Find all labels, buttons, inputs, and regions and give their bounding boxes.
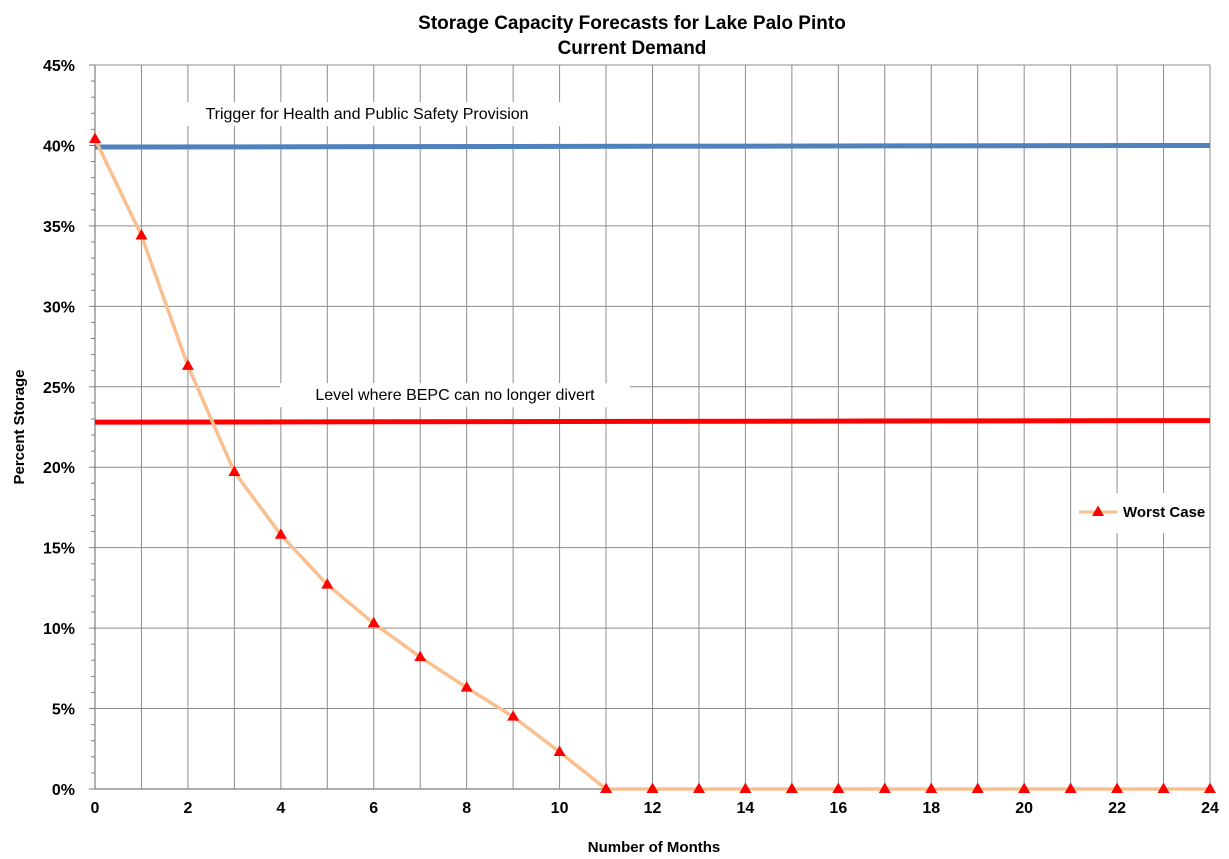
y-axis-ticks: 0% 5% 10% 15% 20% 25% 30% 35% 40% 45% <box>43 58 75 799</box>
data-point-marker <box>878 782 891 793</box>
data-point-marker <box>1157 782 1170 793</box>
reference-label-background <box>158 102 576 127</box>
y-tick-label: 15% <box>43 541 75 558</box>
legend-marker-swatch <box>1092 505 1104 516</box>
reference-line-label: Trigger for Health and Public Safety Pro… <box>205 106 528 123</box>
legend: Worst Case <box>1072 493 1205 533</box>
x-tick-label: 6 <box>369 800 378 817</box>
x-tick-label: 22 <box>1108 800 1126 817</box>
reference-line <box>94 418 1211 425</box>
series-worst-case <box>89 132 1216 793</box>
y-tick-label: 20% <box>43 460 75 477</box>
y-tick-label: 5% <box>52 702 75 719</box>
y-tick-label: 40% <box>43 138 75 155</box>
data-point-marker <box>1064 782 1077 793</box>
data-point-marker <box>414 650 427 662</box>
data-point-marker <box>1018 782 1031 793</box>
data-point-marker <box>692 782 705 793</box>
x-tick-label: 2 <box>183 800 192 817</box>
data-point-marker <box>460 681 473 692</box>
y-tick-label: 45% <box>43 58 75 75</box>
grid-lines <box>89 64 1211 790</box>
y-tick-label: 10% <box>43 621 75 638</box>
x-axis-label: Number of Months <box>588 839 721 856</box>
data-point-marker <box>274 528 287 539</box>
data-point-marker <box>971 782 984 793</box>
data-point-marker <box>181 359 194 370</box>
data-point-marker <box>507 710 520 721</box>
data-point-marker <box>553 745 566 756</box>
x-tick-label: 0 <box>91 800 100 817</box>
reference-line-label: Level where BEPC can no longer divert <box>315 387 595 404</box>
x-tick-label: 4 <box>276 800 285 817</box>
data-point-marker <box>785 782 798 793</box>
chart-subtitle: Current Demand <box>558 38 707 59</box>
x-tick-label: 18 <box>922 800 940 817</box>
x-tick-label: 16 <box>829 800 847 817</box>
reference-label-background <box>280 383 630 408</box>
y-axis-label: Percent Storage <box>11 369 28 484</box>
data-point-marker <box>646 782 659 793</box>
y-tick-label: 0% <box>52 782 75 799</box>
data-point-marker <box>832 782 845 793</box>
chart-title: Storage Capacity Forecasts for Lake Palo… <box>418 13 846 34</box>
x-tick-label: 14 <box>737 800 755 817</box>
y-tick-label: 35% <box>43 219 75 236</box>
data-point-marker <box>1111 782 1124 793</box>
data-point-marker <box>739 782 752 793</box>
data-point-marker <box>600 782 613 793</box>
reference-line <box>94 142 1211 150</box>
data-point-marker <box>135 229 148 240</box>
x-axis-ticks: 0 2 4 6 8 10 12 14 16 18 20 22 24 <box>91 800 1219 817</box>
x-tick-label: 12 <box>644 800 662 817</box>
data-point-marker <box>321 578 334 589</box>
x-tick-label: 10 <box>551 800 569 817</box>
x-tick-label: 24 <box>1201 800 1219 817</box>
data-point-marker <box>925 782 938 793</box>
y-tick-label: 25% <box>43 380 75 397</box>
data-point-marker <box>367 616 380 628</box>
data-point-marker <box>1204 782 1216 793</box>
x-tick-label: 8 <box>462 800 471 817</box>
data-point-marker <box>89 132 101 144</box>
reference-lines: Trigger for Health and Public Safety Pro… <box>94 102 1211 425</box>
legend-label-worst-case: Worst Case <box>1123 504 1205 521</box>
y-tick-label: 30% <box>43 299 75 316</box>
data-point-marker <box>228 465 241 477</box>
x-tick-label: 20 <box>1015 800 1033 817</box>
